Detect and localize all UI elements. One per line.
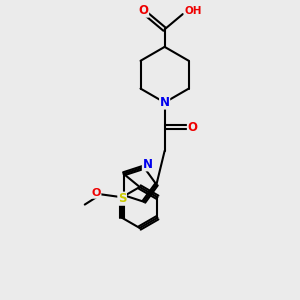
Text: N: N bbox=[142, 158, 152, 171]
Text: O: O bbox=[188, 121, 197, 134]
Text: OH: OH bbox=[184, 6, 202, 16]
Text: O: O bbox=[92, 188, 101, 198]
Text: S: S bbox=[118, 192, 126, 205]
Text: O: O bbox=[139, 4, 148, 17]
Text: N: N bbox=[160, 96, 170, 109]
